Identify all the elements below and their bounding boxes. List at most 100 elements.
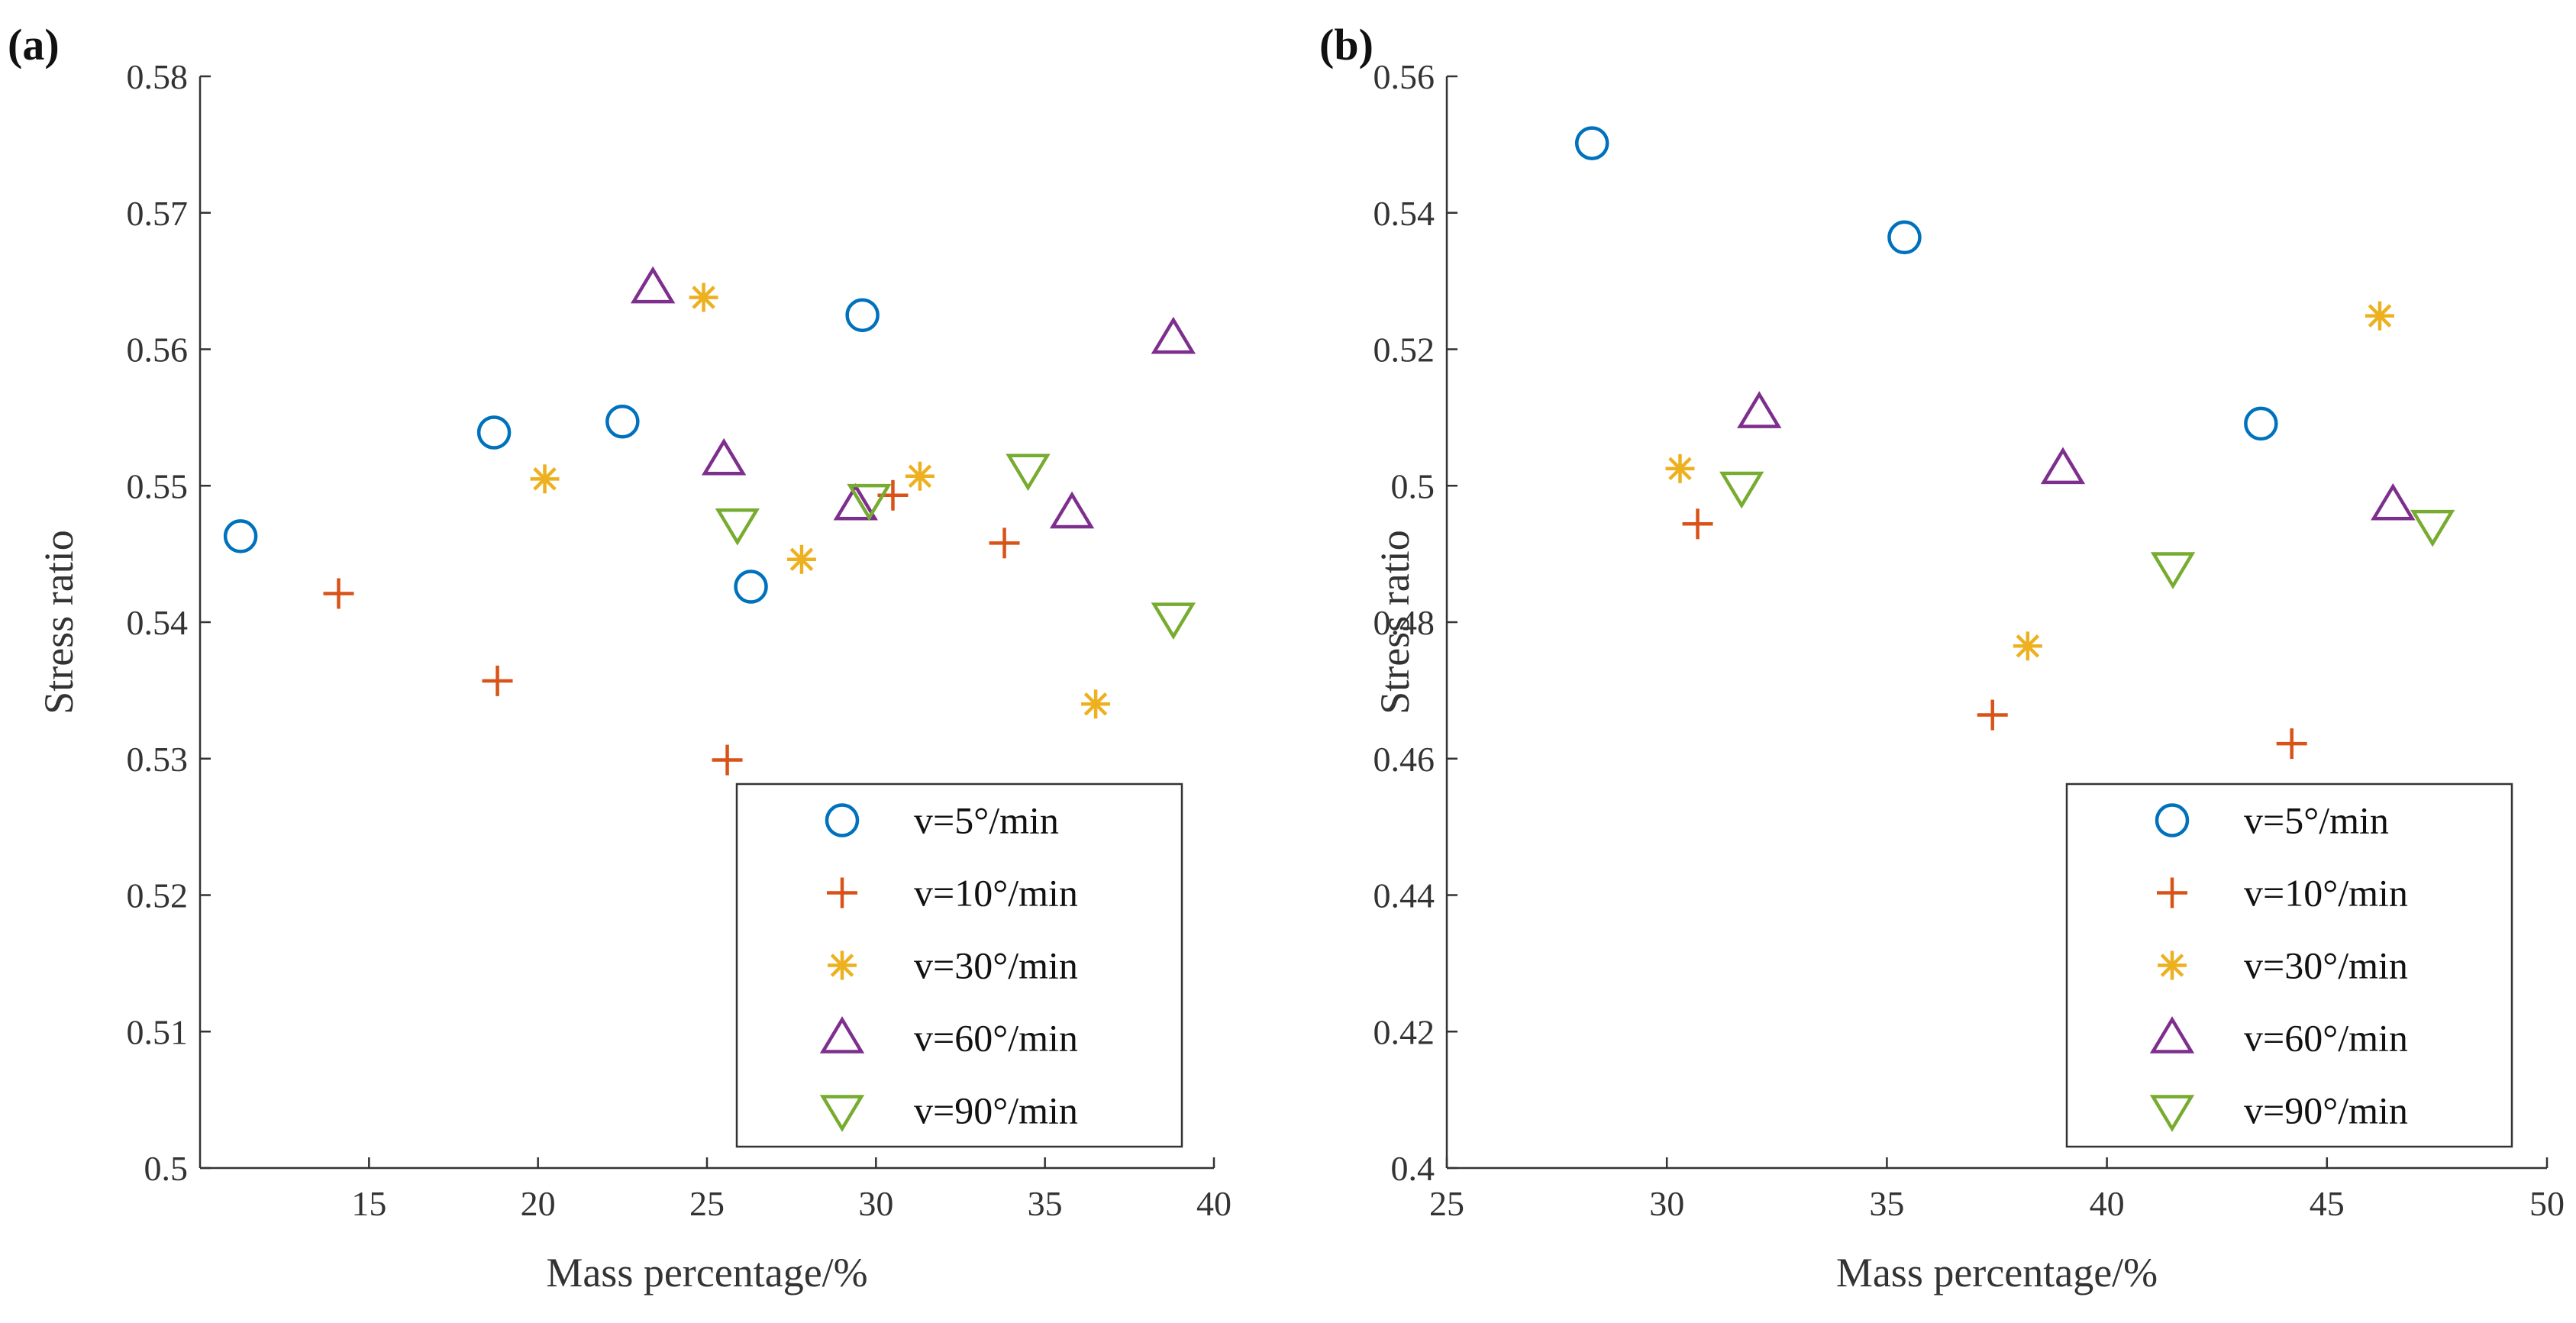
series-4 (630, 266, 1196, 529)
data-point (1574, 126, 1609, 160)
legend-marker (2157, 877, 2187, 908)
data-point (1977, 699, 2008, 731)
data-point (1887, 220, 1922, 255)
x-tick-label: 20 (521, 1184, 556, 1223)
series-1 (223, 298, 880, 604)
data-point (2150, 552, 2196, 589)
data-point (630, 266, 676, 304)
data-point (2040, 447, 2086, 485)
legend-label: v=5°/min (2244, 799, 2389, 842)
legend-label: v=90°/min (914, 1089, 1078, 1132)
data-point (2013, 631, 2042, 661)
legend-label: v=30°/min (2244, 944, 2408, 987)
legend-marker (2149, 1016, 2195, 1054)
x-tick-label: 30 (858, 1184, 893, 1223)
series-3 (530, 282, 1111, 719)
legend-marker (819, 1016, 865, 1054)
data-point (786, 544, 816, 574)
data-point (223, 519, 258, 553)
data-point (482, 665, 513, 696)
legend-marker (825, 803, 860, 837)
y-tick-label: 0.52 (127, 876, 189, 915)
y-axis-label: Stress ratio (1372, 530, 1418, 714)
data-point (1719, 471, 1764, 509)
legend-marker (827, 877, 857, 908)
y-axis-label: Stress ratio (36, 530, 82, 714)
legend-label: v=10°/min (914, 872, 1078, 915)
data-point (1665, 453, 1695, 483)
data-point (833, 482, 878, 521)
y-tick-label: 0.57 (127, 194, 189, 233)
legend-label: v=90°/min (2244, 1089, 2408, 1132)
data-point (1151, 602, 1196, 641)
legend-box (2065, 783, 2513, 1148)
data-point (530, 464, 560, 494)
series-3 (1665, 301, 2394, 661)
data-point (1049, 491, 1095, 529)
data-point (689, 282, 718, 312)
y-tick-label: 0.54 (127, 603, 189, 642)
data-point (734, 570, 768, 604)
legend-marker (2158, 950, 2187, 980)
data-point (847, 483, 892, 521)
series-2 (323, 479, 1020, 776)
legend-label: v=60°/min (914, 1017, 1078, 1060)
x-axis-label: Mass percentage/% (1836, 1250, 2158, 1296)
x-tick-label: 35 (1869, 1184, 1904, 1223)
legend-marker (819, 1095, 865, 1132)
y-tick-label: 0.52 (1374, 331, 1435, 369)
data-point (715, 508, 760, 546)
data-point (989, 528, 1020, 559)
y-tick-label: 0.55 (127, 466, 189, 505)
y-tick-label: 0.46 (1374, 740, 1435, 779)
data-point (1081, 689, 1111, 719)
data-point (1151, 316, 1196, 354)
data-point (845, 298, 880, 333)
data-point (1682, 508, 1713, 540)
y-tick-label: 0.54 (1374, 194, 1435, 233)
data-point (712, 744, 743, 776)
y-tick-label: 0.44 (1374, 876, 1435, 915)
x-tick-label: 45 (2310, 1184, 2345, 1223)
data-point (1006, 453, 1051, 492)
data-point (476, 415, 512, 450)
series-1 (1574, 126, 2278, 441)
legend: v=5°/min v=10°/min v=30°/min v=60°/min v=90°… (2065, 783, 2513, 1148)
chart-panel-a: 0.5 0.51 0.52 0.53 0.54 0.55 0.56 0.57 0.58 15 20 2… (8, 20, 1232, 1296)
series-5 (1719, 471, 2455, 589)
legend: v=5°/min v=10°/min v=30°/min v=60°/min v=90°… (735, 783, 1183, 1148)
data-point (1737, 391, 1782, 428)
y-tick-label: 0.4 (1391, 1149, 1435, 1188)
data-point (2244, 406, 2278, 441)
legend-box (735, 783, 1183, 1148)
data-point (2371, 482, 2416, 521)
x-tick-label: 40 (1196, 1184, 1232, 1223)
y-tick-label: 0.56 (1374, 57, 1435, 96)
x-tick-label: 30 (1649, 1184, 1684, 1223)
series-4 (1737, 391, 2416, 521)
legend-label: v=60°/min (2244, 1017, 2408, 1060)
panel-label: (a) (8, 20, 60, 69)
panel-label: (b) (1319, 20, 1374, 69)
data-point (701, 437, 747, 476)
series-5 (715, 453, 1196, 641)
data-point (905, 461, 935, 491)
y-tick-label: 0.48 (1374, 603, 1435, 642)
x-tick-label: 25 (1429, 1184, 1464, 1223)
y-tick-label: 0.58 (127, 57, 189, 96)
y-tick-label: 0.51 (127, 1012, 189, 1051)
chart-panel-b: 0.4 0.42 0.44 0.46 0.48 0.5 0.52 0.54 0.56 25 30 35… (1319, 20, 2565, 1296)
data-point (605, 404, 640, 439)
legend-marker (2155, 803, 2190, 837)
legend-marker (2149, 1095, 2195, 1132)
data-point (2410, 509, 2455, 547)
data-point (2276, 728, 2307, 760)
legend-label: v=5°/min (914, 799, 1059, 842)
series-2 (1682, 508, 2307, 760)
y-tick-label: 0.53 (127, 740, 189, 779)
legend-marker (828, 950, 857, 980)
legend-label: v=30°/min (914, 944, 1078, 987)
y-tick-label: 0.42 (1374, 1012, 1435, 1051)
x-tick-label: 50 (2529, 1184, 2565, 1223)
